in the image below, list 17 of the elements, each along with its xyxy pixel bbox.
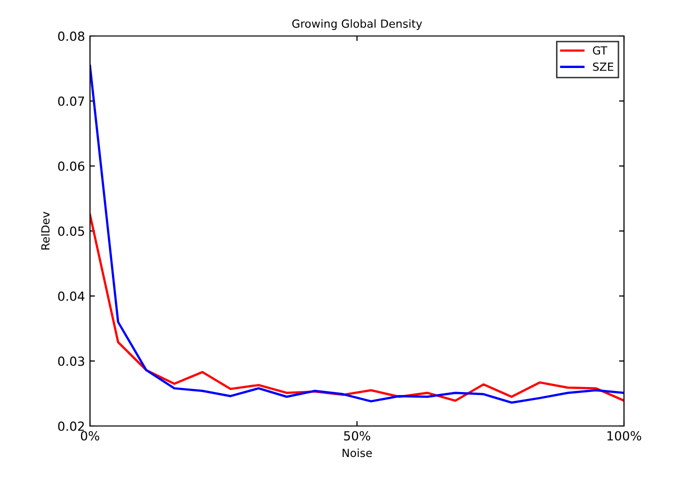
x-axis-title: Noise (342, 448, 372, 458)
x-tick-label: 0% (80, 431, 100, 441)
y-tick-label: 0.06 (58, 161, 84, 171)
y-tick-label: 0.03 (58, 356, 84, 366)
y-tick-label: 0.04 (58, 291, 84, 301)
chart-title: Growing Global Density (292, 19, 422, 30)
y-axis-title: RelDev (41, 212, 50, 250)
line-series (90, 214, 624, 402)
y-tick-label: 0.08 (58, 31, 84, 41)
y-tick-label: 0.05 (58, 226, 84, 236)
line-series (90, 64, 624, 404)
legend-label: GT (592, 46, 608, 55)
y-tick-label: 0.02 (58, 421, 84, 431)
x-tick-label: 50% (344, 431, 370, 441)
x-tick-label: 100% (608, 431, 642, 441)
legend-label: SZE (593, 62, 614, 71)
y-tick-label: 0.07 (58, 96, 84, 106)
